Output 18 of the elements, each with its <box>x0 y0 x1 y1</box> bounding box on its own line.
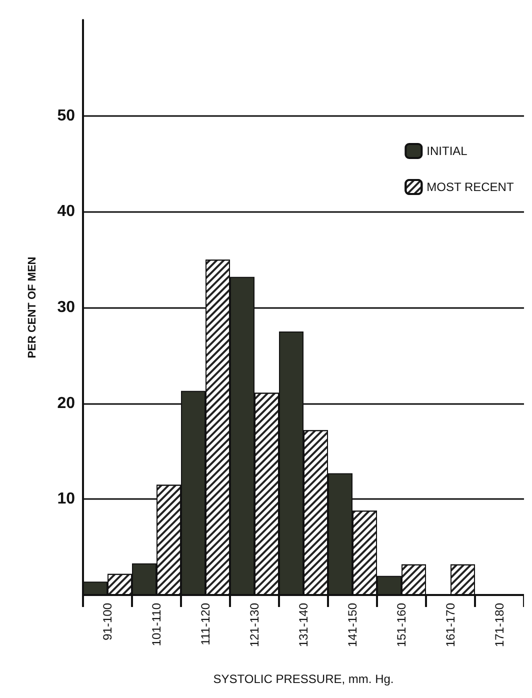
x-tick-label: 121-130 <box>248 602 262 648</box>
x-tick-label: 141-150 <box>346 602 360 648</box>
y-tick-label: 50 <box>57 107 76 124</box>
y-tick-label: 20 <box>57 394 76 412</box>
y-tick-label: 30 <box>57 299 76 316</box>
x-tick-label: 161-170 <box>444 602 458 648</box>
x-axis-title: SYSTOLIC PRESSURE, mm. Hg. <box>213 672 394 686</box>
y-tick-label: 10 <box>57 490 76 508</box>
legend-label: MOST RECENT <box>426 180 514 194</box>
x-tick-label: 131-140 <box>296 602 310 648</box>
x-tick-label: 91-100 <box>100 602 114 640</box>
x-tick-label: 171-180 <box>492 602 506 648</box>
legend-label: INITIAL <box>426 144 468 158</box>
y-axis-title: PER CENT OF MEN <box>26 256 38 358</box>
x-tick-label: 151-160 <box>394 602 408 648</box>
x-tick-label: 101-110 <box>150 602 164 646</box>
x-tick-label: 111-120 <box>198 602 212 646</box>
y-tick-label: 40 <box>57 203 76 220</box>
